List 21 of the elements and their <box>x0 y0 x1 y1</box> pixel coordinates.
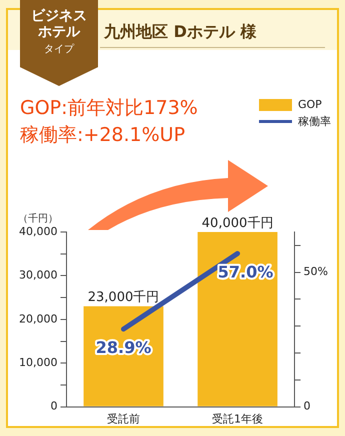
y-axis-title: （千円） <box>18 212 58 225</box>
y-tick-label: 10,000 <box>18 356 58 369</box>
text: タイプ <box>43 42 76 56</box>
x-tick-label: 受託前 <box>107 412 140 426</box>
x-tick-label: 受託1年後 <box>212 412 264 426</box>
data-label: 40,000千円 <box>202 216 274 231</box>
y2-tick-label: 0 <box>304 400 311 413</box>
text: GOP:前年対比173% <box>20 96 198 121</box>
legend-label: GOP <box>298 98 322 111</box>
y-tick-label: 30,000 <box>18 268 58 282</box>
text: 稼働率:+28.1%UP <box>20 123 186 148</box>
y-tick-label: 0 <box>50 400 58 413</box>
data-label: 23,000千円 <box>88 290 160 306</box>
chart-title: 九州地区 Dホテル 様 <box>104 22 256 43</box>
y2-tick-label: 50% <box>304 265 328 278</box>
data-label: 57.0% <box>218 262 274 282</box>
y-tick-label: 20,000 <box>18 312 58 326</box>
chart-subtitle: ビジネスホテル <box>30 8 88 40</box>
y-tick-label: 40,000 <box>18 224 58 238</box>
data-label: 28.9% <box>96 338 152 358</box>
legend-label: 稼働率 <box>298 114 331 129</box>
